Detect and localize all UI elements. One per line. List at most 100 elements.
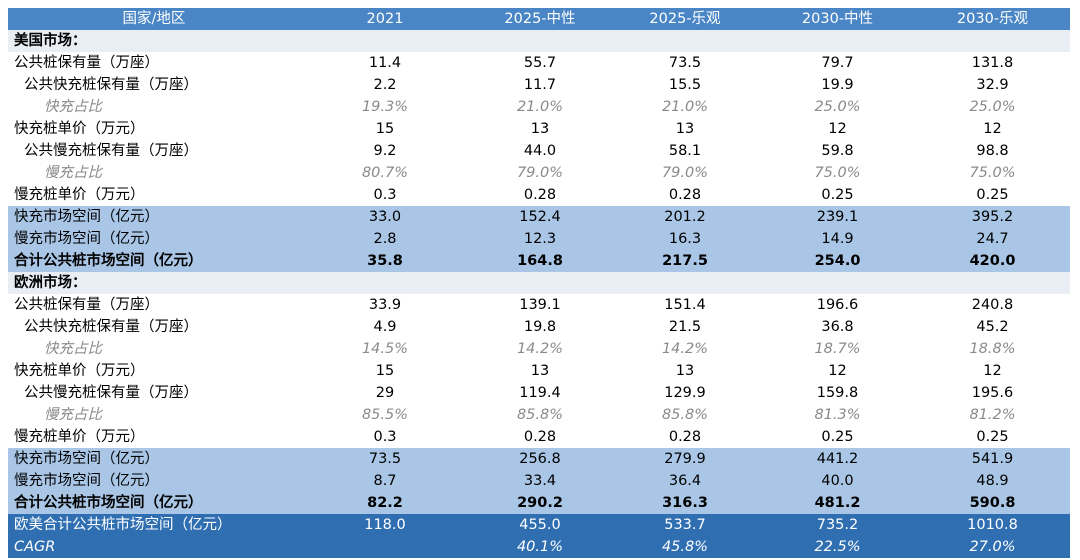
table-cell: 217.5 (662, 253, 708, 269)
table-cell: 0.28 (523, 429, 557, 445)
table-cell: 15.5 (668, 77, 702, 93)
row-label: 合计公共桩市场空间（亿元） (14, 495, 203, 511)
header-2030-optimistic: 2030-乐观 (956, 11, 1029, 27)
table-cell: 11.7 (523, 77, 557, 93)
row-label: 快充市场空间（亿元） (14, 451, 159, 467)
header-region: 国家/地区 (122, 11, 186, 27)
table-row: 慢充市场空间（亿元） 8.7 33.4 36.4 40.0 48.9 (8, 470, 1070, 492)
row-label: 欧美合计公共桩市场空间（亿元） (14, 517, 232, 533)
table-cell: 85.5% (361, 407, 409, 423)
table-cell: 13 (675, 363, 695, 379)
table-cell: 32.9 (976, 77, 1009, 93)
table-cell: 14.5% (361, 341, 409, 357)
table-cell: 40.0 (821, 473, 854, 489)
table-cell: 79.0% (516, 165, 564, 181)
table-cell: 19.3% (361, 99, 409, 115)
table-cell: 11.4 (368, 55, 402, 71)
table-cell: 481.2 (814, 495, 861, 511)
table-row: 快充市场空间（亿元） 73.5 256.8 279.9 441.2 541.9 (8, 448, 1070, 470)
table-cell: 0.28 (668, 187, 702, 203)
table-cell: 441.2 (816, 451, 859, 467)
row-label: 快充桩单价（万元） (14, 363, 145, 379)
table-cell: 290.2 (517, 495, 563, 511)
table-cell: 21.0% (661, 99, 709, 115)
table-cell: 19.9 (821, 77, 854, 93)
table-cell: 21.5 (668, 319, 702, 335)
table-cell: 98.8 (976, 143, 1009, 159)
header-2030-neutral: 2030-中性 (801, 11, 874, 27)
table-cell: 254.0 (814, 253, 861, 269)
table-row: 公共快充桩保有量（万座） 4.9 19.8 21.5 36.8 45.2 (8, 316, 1070, 338)
row-label: 慢充桩单价（万元） (14, 429, 145, 445)
table-row: 慢充桩单价（万元） 0.3 0.28 0.28 0.25 0.25 (8, 426, 1070, 448)
table-cell: 8.7 (373, 473, 397, 489)
table-row: 慢充市场空间（亿元） 2.8 12.3 16.3 14.9 24.7 (8, 228, 1070, 250)
table-row: 快充桩单价（万元） 15 13 13 12 12 (8, 360, 1070, 382)
table-cell: 395.2 (971, 209, 1014, 225)
table-cell: 12 (828, 363, 847, 379)
table-cell: 16.3 (668, 231, 702, 247)
row-label: 慢充市场空间（亿元） (14, 231, 159, 247)
table-cell: 79.0% (661, 165, 709, 181)
table-cell: 13 (675, 121, 695, 137)
table-cell: 14.2% (661, 341, 709, 357)
table-row: 合计公共桩市场空间（亿元） 82.2 290.2 316.3 481.2 590.8 (8, 492, 1070, 514)
row-label: 公共慢充桩保有量（万座） (24, 385, 198, 401)
row-label: 美国市场： (14, 33, 87, 49)
table-cell: 73.5 (668, 55, 702, 71)
table-body: 美国市场： 公共桩保有量（万座） 11.4 55.7 73.5 79.7 131.8 公共快充… (8, 30, 1070, 558)
table-cell: 131.8 (971, 55, 1014, 71)
header-2025-optimistic: 2025-乐观 (649, 11, 721, 27)
table-cell: 36.4 (668, 473, 702, 489)
table-cell: 455.0 (519, 517, 561, 533)
row-label: 快充占比 (44, 99, 102, 115)
row-label: 公共慢充桩保有量（万座） (24, 143, 198, 159)
table-row: 慢充桩单价（万元） 0.3 0.28 0.28 0.25 0.25 (8, 184, 1070, 206)
table-cell: 55.7 (523, 55, 557, 71)
row-label: 慢充占比 (44, 165, 102, 181)
table-cell: 80.7% (361, 165, 409, 181)
table-row: 快充占比 19.3% 21.0% 21.0% 25.0% 25.0% (8, 96, 1070, 118)
table-cell: 119.4 (519, 385, 561, 401)
table-cell: 14.9 (821, 231, 854, 247)
row-label: 快充占比 (44, 341, 102, 357)
table-row: 公共快充桩保有量（万座） 2.2 11.7 15.5 19.9 32.9 (8, 74, 1070, 96)
table-cell: 24.7 (976, 231, 1009, 247)
table-row: 公共慢充桩保有量（万座） 9.2 44.0 58.1 59.8 98.8 (8, 140, 1070, 162)
table-row: 美国市场： (8, 30, 1070, 52)
table-cell: 195.6 (971, 385, 1014, 401)
table-cell: 75.0% (969, 165, 1016, 181)
table-cell: 15 (375, 363, 395, 379)
table-cell: 81.3% (814, 407, 861, 423)
row-label: 公共桩保有量（万座） (14, 55, 159, 71)
table-cell: 29 (375, 385, 395, 401)
table-cell: 0.3 (373, 429, 397, 445)
table-cell: 19.8 (523, 319, 557, 335)
table-cell: 0.3 (373, 187, 397, 203)
table-cell: 75.0% (814, 165, 861, 181)
market-table: 国家/地区 2021 2025-中性 2025-乐观 2030-中性 2030-… (8, 8, 1070, 558)
table-cell: 279.9 (664, 451, 706, 467)
table-cell: 541.9 (971, 451, 1014, 467)
table-cell: 25.0% (814, 99, 861, 115)
table-cell: 36.8 (821, 319, 854, 335)
table-cell: 45.2 (976, 319, 1009, 335)
table-cell: 15 (375, 121, 395, 137)
table-cell: 2.8 (373, 231, 397, 247)
row-label: 慢充桩单价（万元） (14, 187, 145, 203)
table-cell: 152.4 (519, 209, 561, 225)
table-cell: 0.28 (668, 429, 702, 445)
table-cell: 533.7 (664, 517, 706, 533)
table-cell: 0.25 (821, 429, 854, 445)
table-cell: 82.2 (367, 495, 403, 511)
table-cell: 58.1 (668, 143, 702, 159)
table-cell: 85.8% (516, 407, 564, 423)
row-label: 欧洲市场： (14, 275, 87, 291)
table-cell: 590.8 (969, 495, 1016, 511)
table-row: 快充桩单价（万元） 15 13 13 12 12 (8, 118, 1070, 140)
table-cell: 151.4 (664, 297, 706, 313)
table-cell: 4.9 (373, 319, 397, 335)
table-cell: 240.8 (971, 297, 1014, 313)
table-cell: 22.5% (814, 539, 861, 555)
table-cell: 18.8% (969, 341, 1016, 357)
